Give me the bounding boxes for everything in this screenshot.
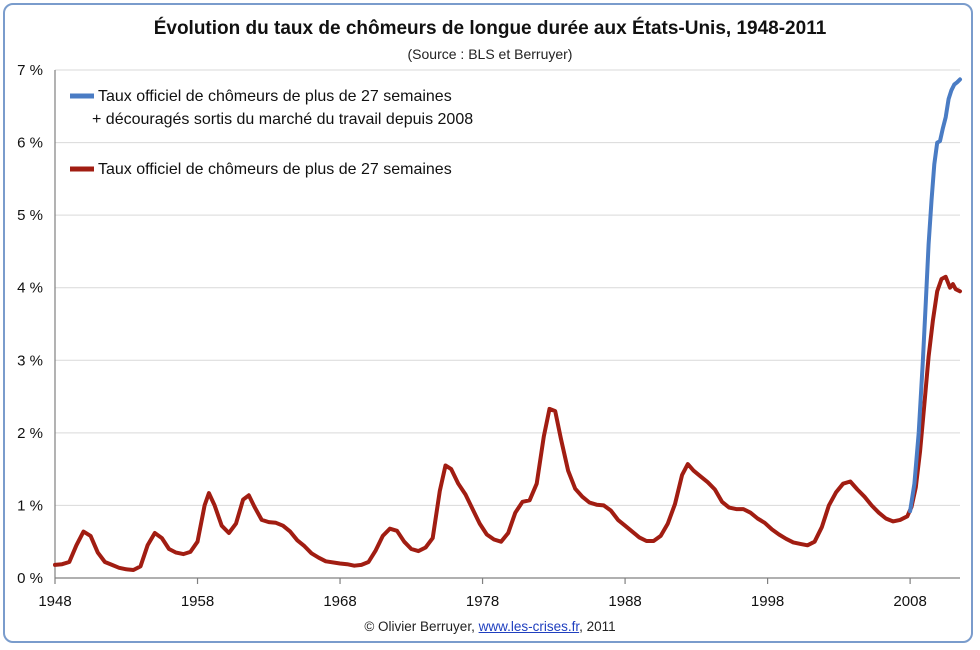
y-tick-label: 4 %	[17, 280, 43, 297]
x-tick-label: 1978	[466, 593, 499, 610]
grid-lines	[55, 69, 960, 506]
legend-label-blue-line1: Taux officiel de chômeurs de plus de 27 …	[98, 88, 452, 105]
axes: 0 % 1 % 2 % 3 % 4 % 5 % 6 % 7 % 1948 1958 1968 1978…	[17, 62, 960, 610]
x-tick-label: 2008	[893, 593, 926, 610]
legend: Taux officiel de chômeurs de plus de 27 …	[70, 88, 473, 178]
copyright-text: © Olivier Berruyer,	[364, 619, 475, 634]
legend-label-red: Taux officiel de chômeurs de plus de 27 …	[98, 161, 452, 178]
y-tick-label: 5 %	[17, 207, 43, 224]
x-tick-label: 1958	[181, 593, 214, 610]
series-lines	[53, 77, 962, 572]
y-tick-label: 0 %	[17, 570, 43, 587]
x-tick-label: 1998	[751, 593, 784, 610]
y-tick-label: 3 %	[17, 352, 43, 369]
chart-subtitle: (Source : BLS et Berruyer)	[407, 46, 573, 62]
chart-title: Évolution du taux de chômeurs de longue …	[153, 18, 827, 39]
y-tick-label: 2 %	[17, 425, 43, 442]
site-link[interactable]: www.les-crises.fr	[478, 619, 580, 634]
legend-label-blue-line2: + découragés sortis du marché du travail…	[92, 111, 473, 128]
y-tick-label: 6 %	[17, 135, 43, 152]
y-tick-label: 7 %	[17, 62, 43, 79]
year-text: , 2011	[579, 619, 616, 634]
series-line-blue	[908, 77, 962, 514]
y-tick-label: 1 %	[17, 497, 43, 514]
x-tick-label: 1948	[38, 593, 71, 610]
x-tick-label: 1968	[323, 593, 356, 610]
chart-footer: © Olivier Berruyer, www.les-crises.fr, 2…	[0, 619, 980, 634]
x-tick-label: 1988	[608, 593, 641, 610]
series-line-red	[53, 274, 962, 572]
